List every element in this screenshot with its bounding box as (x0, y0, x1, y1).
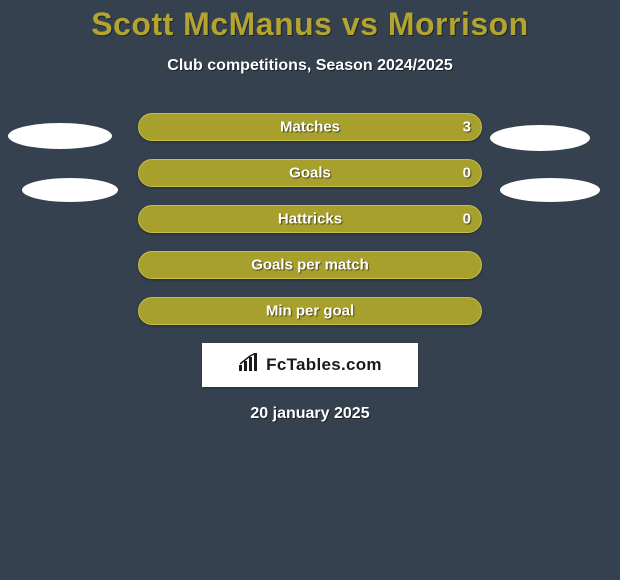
ellipse-marker (500, 178, 600, 202)
bars-icon (238, 353, 260, 378)
logo-box: FcTables.com (202, 343, 418, 387)
page-title: Scott McManus vs Morrison (0, 6, 620, 43)
date-label: 20 january 2025 (0, 405, 620, 423)
stat-bar: Min per goal (138, 297, 482, 325)
stat-bar: Goals 0 (138, 159, 482, 187)
stat-value: 0 (463, 165, 471, 182)
stat-value: 3 (463, 119, 471, 136)
stat-bar: Matches 3 (138, 113, 482, 141)
stat-bar: Goals per match (138, 251, 482, 279)
ellipse-marker (22, 178, 118, 202)
stat-label: Goals per match (251, 257, 369, 274)
stat-row-min-per-goal: Min per goal (0, 297, 620, 323)
stat-row-hattricks: Hattricks 0 (0, 205, 620, 231)
page-subtitle: Club competitions, Season 2024/2025 (0, 57, 620, 75)
ellipse-marker (490, 125, 590, 151)
ellipse-marker (8, 123, 112, 149)
logo-text: FcTables.com (266, 355, 382, 375)
stat-row-goals-per-match: Goals per match (0, 251, 620, 277)
stat-label: Goals (289, 165, 331, 182)
stat-value: 0 (463, 211, 471, 228)
stat-bar: Hattricks 0 (138, 205, 482, 233)
stat-label: Min per goal (266, 303, 354, 320)
stat-label: Hattricks (278, 211, 342, 228)
stat-label: Matches (280, 119, 340, 136)
